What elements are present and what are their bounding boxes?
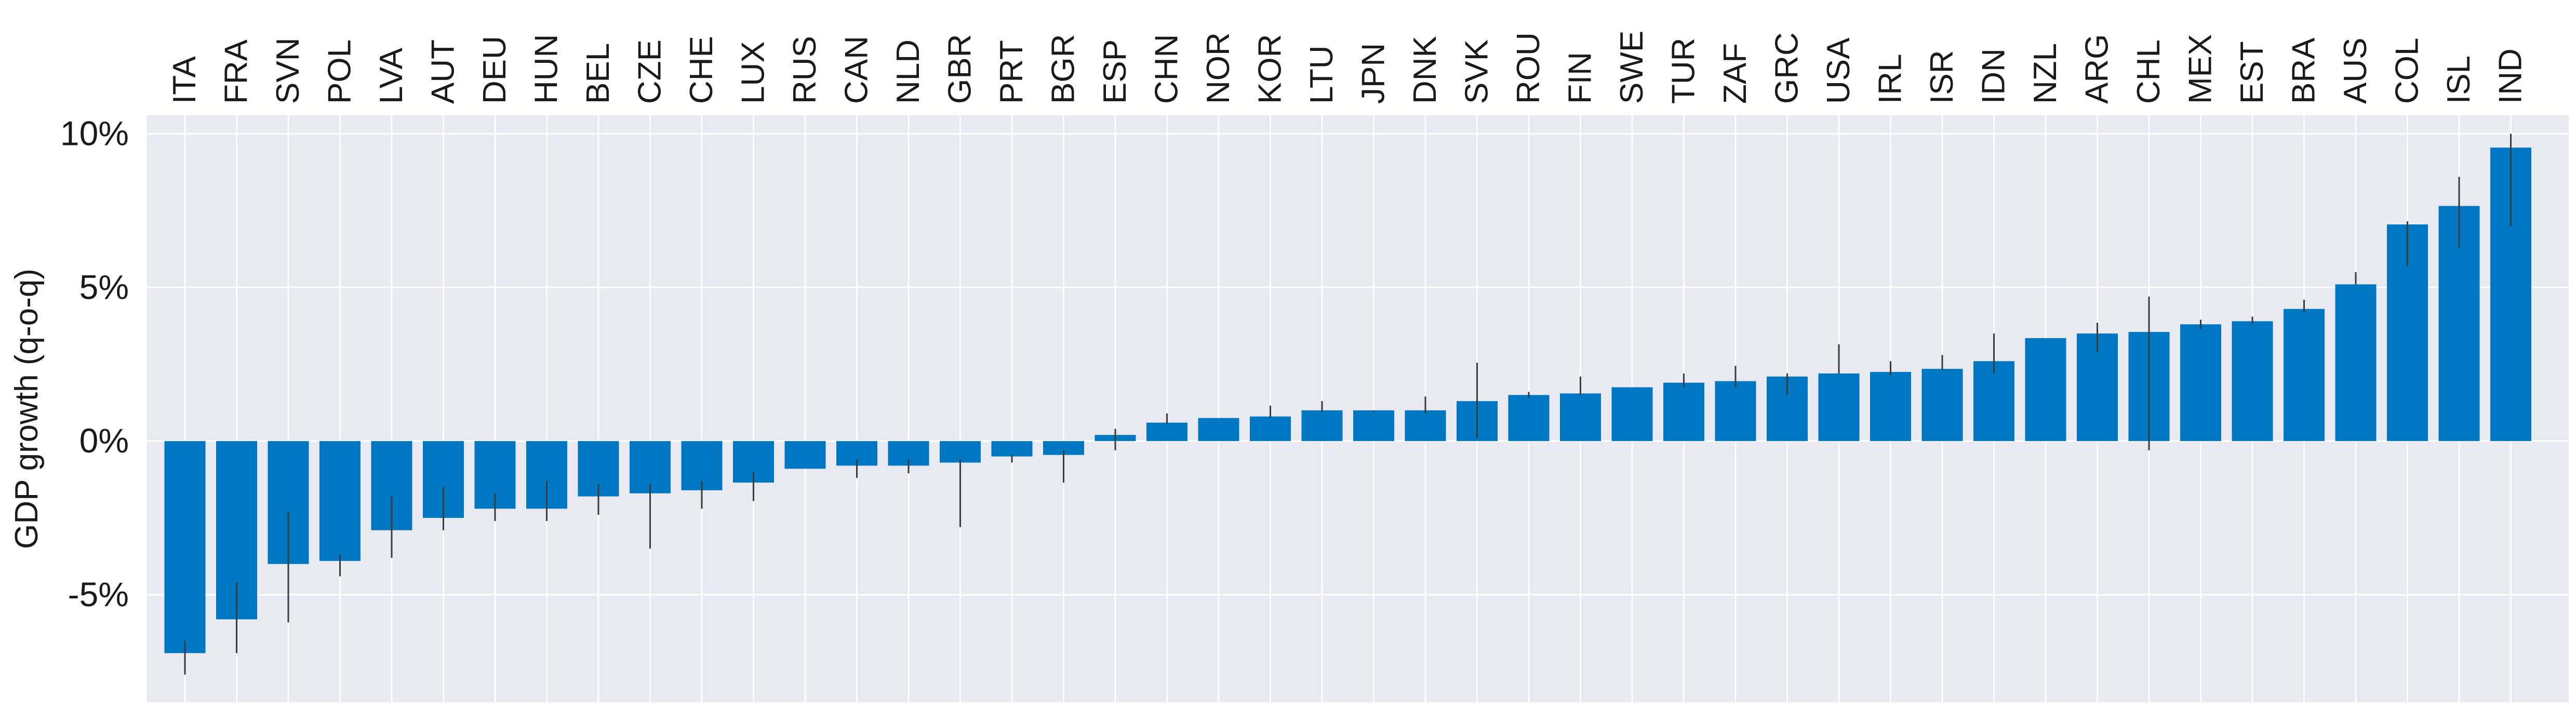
y-axis-label: GDP growth (q-o-q) xyxy=(9,269,45,549)
x-tick-label-nzl: NZL xyxy=(2027,43,2063,104)
bar-tur xyxy=(1663,382,1704,442)
x-tick-label-zaf: ZAF xyxy=(1717,43,1753,104)
bar-chn xyxy=(1146,422,1187,442)
x-tick-label-irl: IRL xyxy=(1873,54,1908,104)
x-tick-label-aut: AUT xyxy=(425,39,461,104)
bar-isr xyxy=(1921,369,1963,442)
bars xyxy=(164,148,2531,653)
y-tick-label: 0% xyxy=(79,421,129,460)
bar-swe xyxy=(1611,387,1653,442)
x-tick-label-svk: SVK xyxy=(1459,39,1495,104)
x-tick-label-can: CAN xyxy=(839,36,875,104)
x-tick-label-bel: BEL xyxy=(580,43,616,104)
x-tick-label-col: COL xyxy=(2390,38,2425,104)
bar-ltu xyxy=(1301,410,1343,442)
x-tick-label-ita: ITA xyxy=(167,56,203,104)
x-tick-label-fin: FIN xyxy=(1563,52,1598,104)
bar-dnk xyxy=(1405,410,1446,442)
bar-ita xyxy=(164,441,206,653)
bar-mex xyxy=(2180,324,2221,442)
x-tick-label-ind: IND xyxy=(2493,48,2529,104)
x-tick-label-gbr: GBR xyxy=(942,34,978,104)
bar-bra xyxy=(2284,309,2325,442)
bar-nor xyxy=(1198,418,1239,442)
x-tick-label-prt: PRT xyxy=(994,40,1030,104)
error-bars xyxy=(184,133,2512,675)
x-tick-label-est: EST xyxy=(2234,41,2270,104)
x-tick-label-fra: FRA xyxy=(219,39,255,104)
bar-usa xyxy=(1818,373,1860,442)
x-tick-label-bgr: BGR xyxy=(1046,34,1082,104)
bar-gbr xyxy=(940,441,981,463)
bar-pol xyxy=(319,441,361,561)
bar-kor xyxy=(1250,416,1291,442)
x-tick-label-chn: CHN xyxy=(1149,34,1185,104)
bar-rus xyxy=(784,441,826,469)
x-tick-label-usa: USA xyxy=(1821,37,1857,104)
x-tick-label-mex: MEX xyxy=(2183,34,2219,104)
bar-est xyxy=(2232,321,2273,442)
x-tick-label-nor: NOR xyxy=(1200,32,1236,104)
y-tick-label: 5% xyxy=(79,268,129,306)
bar-nzl xyxy=(2025,338,2066,442)
bar-irl xyxy=(1870,372,1911,442)
x-tick-label-svn: SVN xyxy=(270,38,306,104)
bar-prt xyxy=(991,441,1033,457)
x-tick-label-idn: IDN xyxy=(1976,48,2012,104)
bar-rou xyxy=(1508,395,1550,442)
bar-jpn xyxy=(1353,410,1394,442)
y-tick-label: 10% xyxy=(60,114,129,152)
y-tick-labels: -5% 0% 5% 10% xyxy=(60,114,129,613)
x-tick-label-lux: LUX xyxy=(736,41,771,104)
bar-zaf xyxy=(1715,381,1756,442)
x-tick-label-arg: ARG xyxy=(2079,34,2115,104)
x-tick-label-isl: ISL xyxy=(2441,56,2477,104)
x-tick-label-bra: BRA xyxy=(2286,37,2322,104)
x-tick-label-swe: SWE xyxy=(1614,31,1650,104)
bar-idn xyxy=(1973,361,2014,442)
x-tick-label-pol: POL xyxy=(322,39,358,104)
x-tick-label-nld: NLD xyxy=(890,39,926,104)
x-tick-label-cze: CZE xyxy=(632,39,668,104)
x-tick-label-rou: ROU xyxy=(1511,32,1546,104)
x-tick-label-jpn: JPN xyxy=(1356,43,1392,104)
x-tick-label-grc: GRC xyxy=(1769,32,1805,104)
bar-fin xyxy=(1560,393,1601,442)
x-tick-labels: ITA FRA SVN POL LVA AUT DEU HUN BEL CZE CHE LUX RUS C… xyxy=(167,31,2529,104)
bar-aus xyxy=(2335,284,2377,442)
x-tick-label-lva: LVA xyxy=(373,47,409,104)
x-tick-label-dnk: DNK xyxy=(1407,36,1443,104)
y-tick-label: -5% xyxy=(68,575,129,613)
x-tick-label-hun: HUN xyxy=(529,34,565,104)
x-tick-label-isr: ISR xyxy=(1924,50,1960,104)
x-tick-label-deu: DEU xyxy=(477,36,513,104)
x-tick-label-esp: ESP xyxy=(1097,39,1133,104)
x-tick-label-aus: AUS xyxy=(2338,38,2373,104)
x-tick-label-che: CHE xyxy=(684,36,719,104)
x-tick-label-ltu: LTU xyxy=(1304,45,1340,104)
x-tick-label-chl: CHL xyxy=(2131,39,2167,104)
x-tick-label-rus: RUS xyxy=(787,36,823,104)
x-tick-label-tur: TUR xyxy=(1666,38,1702,104)
x-tick-label-kor: KOR xyxy=(1252,34,1288,104)
